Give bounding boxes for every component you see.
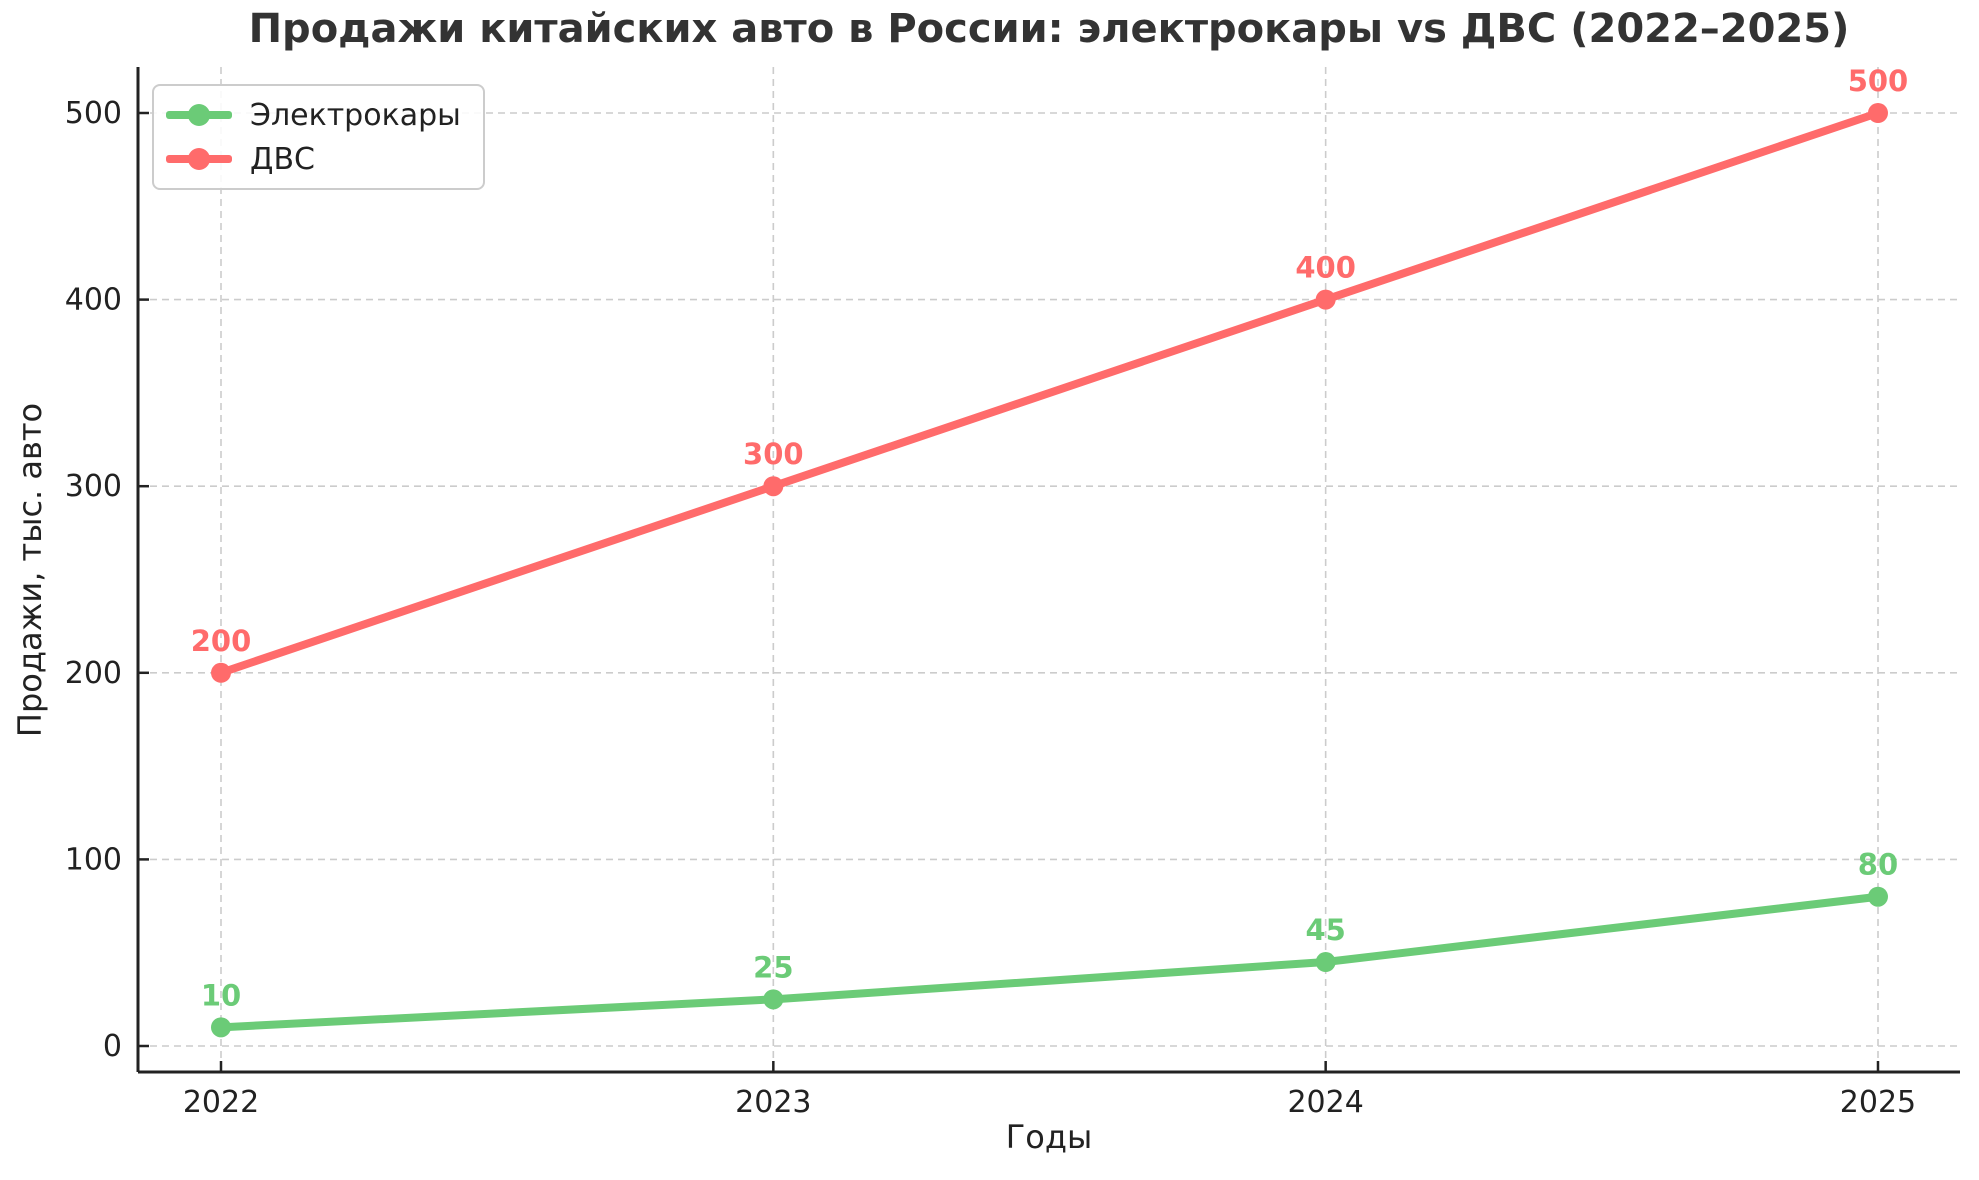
legend-line-marker-electric-icon: [166, 104, 232, 126]
data-point-marker-Электрокары: [1315, 952, 1336, 973]
series-line-Электрокары: [217, 892, 1882, 1032]
data-point-label-ДВС: 200: [191, 624, 252, 658]
x-axis-label: Годы: [1005, 1118, 1093, 1156]
legend-label-electric: Электрокары: [250, 97, 461, 133]
chart-title: Продажи китайских авто в России: электро…: [248, 6, 1850, 52]
y-axis-label: Продажи, тыс. авто: [11, 402, 49, 738]
y-tick-label: 0: [103, 1029, 122, 1064]
y-tick-label: 400: [65, 283, 122, 318]
legend: Электрокары ДВС: [152, 84, 485, 190]
data-point-label-ДВС: 300: [743, 437, 804, 471]
data-point-marker-Электрокары: [211, 1017, 231, 1038]
x-tick-label: 2022: [183, 1085, 259, 1120]
data-point-marker-ДВС: [763, 476, 784, 497]
data-point-label-ДВС: 400: [1295, 251, 1356, 285]
series-line-ДВС: [217, 109, 1882, 677]
data-point-label-Электрокары: 25: [753, 950, 793, 984]
data-point-label-Электрокары: 45: [1305, 913, 1345, 947]
x-tick-label: 2023: [735, 1085, 811, 1120]
x-tick-label: 2024: [1287, 1085, 1363, 1120]
data-point-marker-Электрокары: [1867, 886, 1888, 907]
legend-line-marker-ice-icon: [166, 148, 232, 170]
data-point-label-ДВС: 500: [1848, 64, 1909, 98]
data-point-marker-ДВС: [1867, 103, 1888, 123]
data-point-marker-ДВС: [1315, 289, 1336, 310]
y-tick-label: 300: [65, 469, 122, 504]
x-tick-label: 2025: [1840, 1085, 1916, 1120]
y-tick-label: 100: [65, 842, 122, 877]
data-point-label-Электрокары: 10: [201, 978, 241, 1012]
data-point-marker-Электрокары: [763, 989, 784, 1010]
legend-item-ice: ДВС: [166, 141, 461, 177]
y-tick-label: 200: [65, 656, 122, 691]
legend-label-ice: ДВС: [250, 141, 315, 177]
legend-item-electric: Электрокары: [166, 97, 461, 133]
data-point-marker-ДВС: [211, 662, 231, 683]
data-point-label-Электрокары: 80: [1858, 848, 1898, 882]
y-tick-label: 500: [65, 96, 122, 131]
